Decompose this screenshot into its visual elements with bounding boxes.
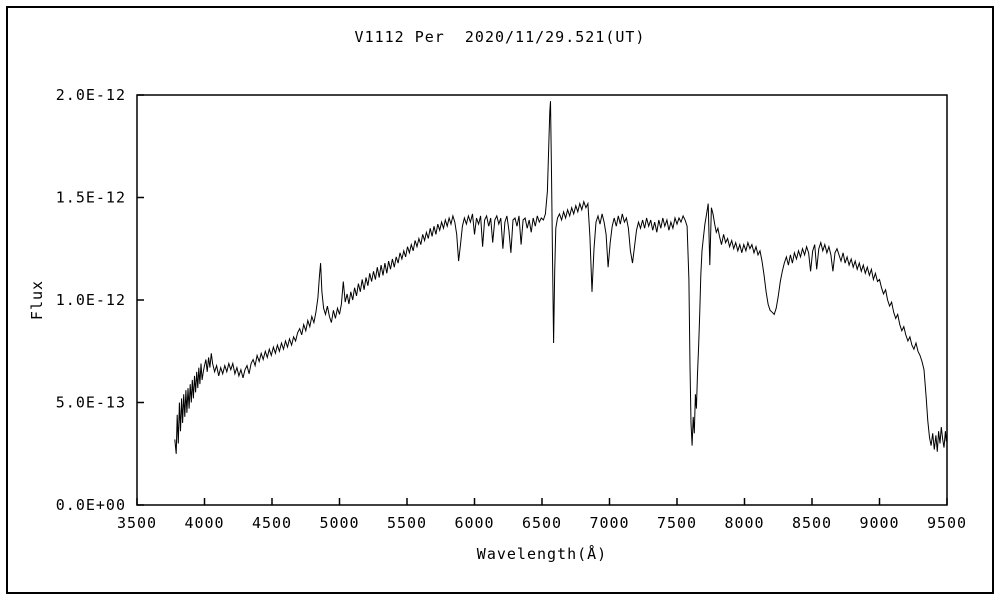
x-tick-label: 8500 [792,514,832,532]
x-tick-label: 5500 [387,514,427,532]
x-tick-label: 7500 [657,514,697,532]
y-tick-label: 0.0E+00 [56,496,126,514]
x-tick-label: 8000 [724,514,764,532]
x-tick-label: 6500 [522,514,562,532]
x-tick-label: 7000 [589,514,629,532]
x-axis-label: Wavelength(Å) [476,545,608,563]
y-tick-label: 5.0E-13 [56,394,126,412]
x-tick-label: 3500 [117,514,157,532]
y-tick-label: 1.5E-12 [56,189,126,207]
plot-border [136,94,948,506]
x-tick-label: 4500 [252,514,292,532]
x-tick-label: 9500 [927,514,967,532]
x-tick-label: 5000 [319,514,359,532]
y-tick-label: 2.0E-12 [56,86,126,104]
x-tick-label: 6000 [454,514,494,532]
spectrum-line [174,101,948,454]
chart-title: V1112 Per 2020/11/29.521(UT) [354,28,646,46]
x-tick-label: 4000 [184,514,224,532]
y-tick-label: 1.0E-12 [56,291,126,309]
x-tick-label: 9000 [859,514,899,532]
outer-border [6,6,994,594]
